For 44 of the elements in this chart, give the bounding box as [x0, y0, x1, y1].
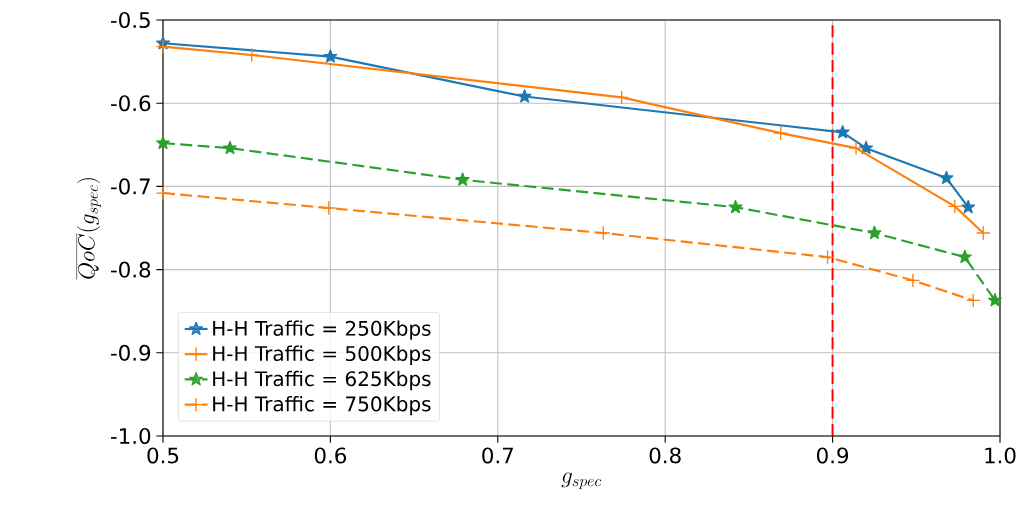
y-tick-label: -0.6 — [111, 95, 151, 112]
x-tick-label: 0.8 — [649, 447, 681, 464]
x-tick-label: 1.0 — [985, 447, 1016, 464]
point — [848, 140, 864, 156]
x-tick-label: 0.7 — [482, 447, 513, 464]
point — [987, 293, 1002, 307]
legend-label: H-H Traffic = 750Kbps — [213, 395, 431, 416]
point — [323, 49, 338, 63]
x-tick-label: 0.5 — [147, 447, 179, 464]
point — [867, 225, 882, 240]
legend-label: H-H Traffic = 500Kbps — [213, 345, 431, 365]
x-tick-label: 0.6 — [314, 447, 347, 464]
point — [975, 225, 991, 241]
point — [321, 200, 337, 216]
point — [155, 185, 171, 201]
point — [155, 39, 171, 54]
point — [961, 199, 976, 214]
point — [939, 170, 954, 185]
x-axis-title: $g_{spec}$ — [561, 472, 602, 490]
point — [835, 124, 850, 139]
point — [947, 199, 963, 214]
legend-label: H-H Traffic = 250Kbps — [213, 320, 431, 340]
point — [957, 249, 972, 264]
point — [820, 249, 835, 265]
point — [595, 225, 611, 241]
legend-label: H-H Traffic = 625Kbps — [213, 370, 431, 391]
point — [614, 90, 630, 105]
point — [773, 125, 789, 141]
y-tick-label: -0.5 — [111, 11, 150, 29]
point — [244, 47, 260, 63]
point — [455, 172, 470, 186]
point — [905, 273, 921, 288]
x-tick-label: 0.9 — [817, 447, 849, 464]
y-tick-label: -0.9 — [111, 344, 151, 361]
y-tick-label: -0.8 — [111, 261, 151, 278]
point — [728, 199, 743, 214]
point — [222, 140, 237, 155]
point — [155, 135, 171, 150]
point — [859, 140, 874, 155]
y-axis-title: $\overline{QoC}(g_{spec})$ — [76, 178, 101, 280]
y-tick-label: -1.0 — [111, 427, 151, 445]
point — [517, 89, 532, 103]
y-tick-label: -0.7 — [111, 178, 150, 195]
point — [965, 293, 981, 308]
